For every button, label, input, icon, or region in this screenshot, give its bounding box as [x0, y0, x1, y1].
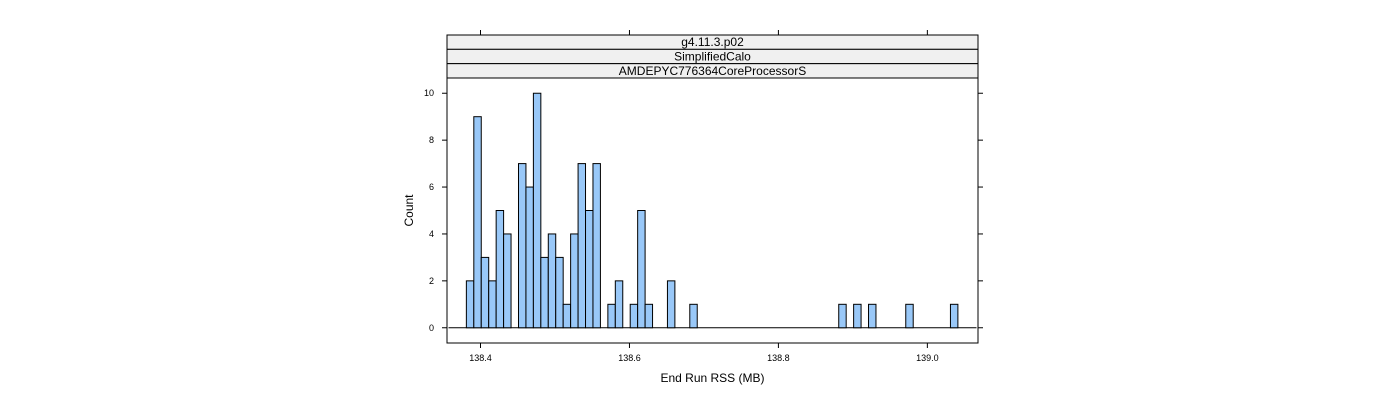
y-tick-label: 4 — [429, 229, 434, 239]
histogram-bar — [637, 210, 646, 329]
strip-label: SimplifiedCalo — [674, 49, 751, 63]
x-tick-label: 138.6 — [618, 353, 641, 363]
y-tick-label: 0 — [429, 323, 434, 333]
x-axis: 138.4 138.6 138.8 139.0 — [469, 30, 939, 363]
histogram-bar — [532, 92, 542, 329]
y-tick-label: 10 — [424, 88, 434, 98]
y-tick-label: 6 — [429, 182, 434, 192]
histogram-bar — [540, 256, 549, 329]
plot-panel — [446, 77, 979, 344]
histogram-bar — [570, 233, 579, 329]
x-tick-label: 139.0 — [916, 353, 939, 363]
histogram-bar — [949, 303, 959, 329]
strip-label: AMDEPYC776364CoreProcessorS — [619, 64, 806, 78]
y-axis-title: Count — [402, 194, 416, 227]
x-axis-title: End Run RSS (MB) — [660, 371, 764, 385]
histogram-bar — [465, 280, 475, 329]
histogram-bar — [666, 280, 676, 329]
x-tick-label: 138.4 — [469, 353, 492, 363]
strip-label: g4.11.3.p02 — [681, 35, 744, 49]
histogram-bars — [465, 92, 959, 329]
histogram-bar — [555, 256, 564, 329]
histogram-bar — [547, 233, 557, 329]
histogram-bar — [525, 186, 534, 329]
histogram-bar — [517, 163, 527, 329]
x-tick-label: 138.8 — [767, 353, 790, 363]
histogram-bar — [607, 303, 616, 329]
histogram-bar — [644, 303, 654, 329]
histogram-bar — [614, 280, 624, 329]
histogram-bar — [629, 303, 639, 329]
histogram-bar — [473, 116, 482, 329]
histogram-bar — [562, 303, 572, 329]
histogram-bar — [689, 303, 698, 329]
strip-headers: g4.11.3.p02SimplifiedCaloAMDEPYC776364Co… — [446, 34, 979, 79]
y-tick-label: 2 — [429, 276, 434, 286]
histogram-bar — [488, 280, 497, 329]
histogram-bar — [905, 303, 914, 329]
histogram-bar — [503, 233, 512, 329]
y-axis: 0 2 4 6 8 10 — [424, 88, 983, 333]
histogram-bar — [577, 163, 587, 329]
y-tick-label: 8 — [429, 135, 434, 145]
histogram-bar — [868, 303, 877, 329]
histogram-bar — [495, 210, 505, 329]
histogram-bar — [838, 303, 847, 329]
histogram-bar — [853, 303, 862, 329]
histogram-bar — [480, 256, 490, 329]
histogram-bar — [592, 163, 601, 329]
histogram-bar — [585, 210, 594, 329]
